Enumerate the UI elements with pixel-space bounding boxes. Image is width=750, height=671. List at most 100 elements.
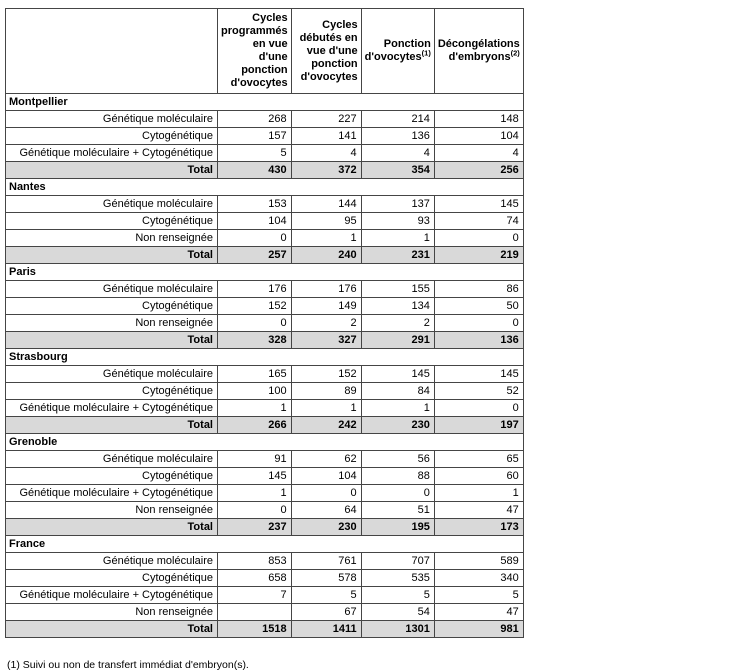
value-cell: 1 — [360, 229, 435, 247]
section-header-row: Paris — [5, 263, 524, 281]
value-cell: 134 — [360, 297, 435, 315]
value-cell: 340 — [433, 569, 524, 587]
value-cell: 1 — [290, 399, 362, 417]
row-label: Génétique moléculaire — [5, 450, 218, 468]
value-cell: 89 — [290, 382, 362, 400]
value-cell: 0 — [433, 229, 524, 247]
row-label: Cytogénétique — [5, 569, 218, 587]
data-row: Cytogénétique 157 141 136 104 — [5, 127, 524, 145]
column-header-cycles-programmes: Cycles programmés en vue d'une ponction … — [217, 8, 292, 94]
section-name: Nantes — [5, 178, 524, 196]
value-cell: 0 — [217, 501, 292, 519]
value-cell: 5 — [217, 144, 292, 162]
data-row: Génétique moléculaire 165 152 145 145 — [5, 365, 524, 383]
data-row: Cytogénétique 104 95 93 74 — [5, 212, 524, 230]
section-header-row: France — [5, 535, 524, 553]
value-cell: 165 — [217, 365, 292, 383]
column-header-label: Cycles débutés en vue d'une ponction d'o… — [299, 18, 358, 83]
value-cell: 5 — [360, 586, 435, 604]
value-cell: 64 — [290, 501, 362, 519]
row-label: Cytogénétique — [5, 127, 218, 145]
value-cell: 1518 — [217, 620, 292, 638]
value-cell: 227 — [290, 110, 362, 128]
value-cell: 354 — [360, 161, 435, 179]
value-cell: 761 — [290, 552, 362, 570]
data-row: Génétique moléculaire + Cytogénétique 1 0 0… — [5, 484, 524, 502]
section-name: Grenoble — [5, 433, 524, 451]
value-cell: 372 — [290, 161, 362, 179]
row-label: Cytogénétique — [5, 212, 218, 230]
value-cell: 56 — [360, 450, 435, 468]
value-cell: 853 — [217, 552, 292, 570]
footnotes: (1) Suivi ou non de transfert immédiat d… — [7, 659, 750, 671]
total-row: Total 257 240 231 219 — [5, 246, 524, 264]
value-cell: 578 — [290, 569, 362, 587]
column-header-label: Décongélations d'embryons — [437, 38, 520, 63]
value-cell: 176 — [217, 280, 292, 298]
table-body: Montpellier Génétique moléculaire 268 227 21… — [5, 93, 524, 638]
value-cell: 152 — [217, 297, 292, 315]
data-row: Cytogénétique 145 104 88 60 — [5, 467, 524, 485]
total-label: Total — [5, 331, 218, 349]
value-cell: 149 — [290, 297, 362, 315]
section-name: Paris — [5, 263, 524, 281]
data-row: Non renseignée 67 54 47 — [5, 603, 524, 621]
row-label: Génétique moléculaire — [5, 280, 218, 298]
value-cell: 7 — [217, 586, 292, 604]
value-cell: 67 — [290, 603, 362, 621]
data-row: Génétique moléculaire 91 62 56 65 — [5, 450, 524, 468]
value-cell: 707 — [360, 552, 435, 570]
section-header-row: Strasbourg — [5, 348, 524, 366]
total-label: Total — [5, 620, 218, 638]
value-cell: 136 — [433, 331, 524, 349]
value-cell: 88 — [360, 467, 435, 485]
footnote-1: (1) Suivi ou non de transfert immédiat d… — [7, 659, 249, 671]
value-cell: 230 — [360, 416, 435, 434]
value-cell: 145 — [217, 467, 292, 485]
value-cell: 4 — [290, 144, 362, 162]
row-label: Génétique moléculaire — [5, 110, 218, 128]
total-label: Total — [5, 416, 218, 434]
value-cell: 256 — [433, 161, 524, 179]
data-row: Génétique moléculaire + Cytogénétique 7 5 5… — [5, 586, 524, 604]
value-cell: 100 — [217, 382, 292, 400]
value-cell: 152 — [290, 365, 362, 383]
total-label: Total — [5, 161, 218, 179]
value-cell — [217, 603, 292, 621]
value-cell: 242 — [290, 416, 362, 434]
value-cell: 1301 — [360, 620, 435, 638]
value-cell: 104 — [290, 467, 362, 485]
value-cell: 535 — [360, 569, 435, 587]
value-cell: 1 — [217, 484, 292, 502]
data-row: Non renseignée 0 64 51 47 — [5, 501, 524, 519]
data-row: Génétique moléculaire 853 761 707 589 — [5, 552, 524, 570]
value-cell: 2 — [360, 314, 435, 332]
column-header-label: Ponction d'ovocytes — [364, 38, 431, 63]
value-cell: 268 — [217, 110, 292, 128]
value-cell: 237 — [217, 518, 292, 536]
value-cell: 84 — [360, 382, 435, 400]
column-header-superscript: (1) — [421, 48, 431, 58]
value-cell: 65 — [433, 450, 524, 468]
value-cell: 47 — [433, 501, 524, 519]
value-cell: 153 — [217, 195, 292, 213]
data-row: Génétique moléculaire + Cytogénétique 5 4 4… — [5, 144, 524, 162]
section-header-row: Nantes — [5, 178, 524, 196]
total-row: Total 328 327 291 136 — [5, 331, 524, 349]
section-header-row: Montpellier — [5, 93, 524, 111]
value-cell: 195 — [360, 518, 435, 536]
section-header-row: Grenoble — [5, 433, 524, 451]
value-cell: 5 — [433, 586, 524, 604]
row-label: Cytogénétique — [5, 467, 218, 485]
row-label: Génétique moléculaire — [5, 195, 218, 213]
value-cell: 231 — [360, 246, 435, 264]
value-cell: 0 — [433, 399, 524, 417]
value-cell: 52 — [433, 382, 524, 400]
row-label: Non renseignée — [5, 603, 218, 621]
total-row: Total 266 242 230 197 — [5, 416, 524, 434]
value-cell: 230 — [290, 518, 362, 536]
value-cell: 981 — [433, 620, 524, 638]
total-row: Total 1518 1411 1301 981 — [5, 620, 524, 638]
column-header-decongelations-embryons: Décongélations d'embryons(2) — [433, 8, 524, 94]
